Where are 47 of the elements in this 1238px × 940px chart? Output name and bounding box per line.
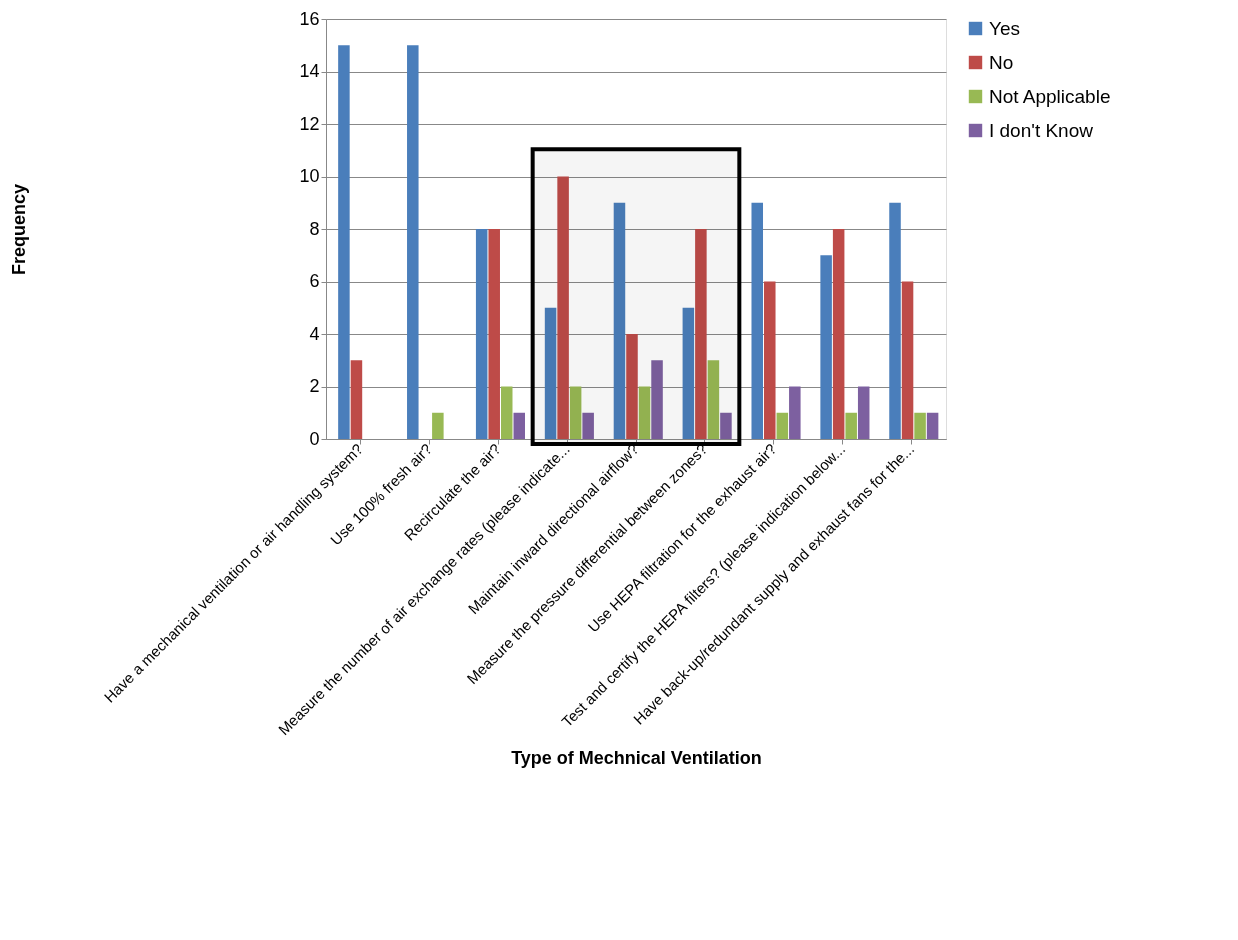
x-axis-title: Type of Mechnical Ventilation [511,747,762,768]
bar [432,412,444,439]
bar [651,360,663,439]
bar [845,412,857,439]
y-axis-title: Frequency [9,183,30,276]
bar [500,386,513,439]
bar [407,45,419,439]
y-tick-label: 12 [299,113,320,134]
y-tick-label: 2 [309,376,320,396]
bar [638,386,651,439]
bar [582,412,594,439]
bar [832,229,845,439]
y-tick-label: 6 [309,271,320,291]
bar [914,412,926,439]
y-tick-label: 16 [299,8,320,29]
bar [707,360,720,439]
legend-label: No [989,51,1014,73]
legend-label: Yes [989,17,1020,39]
bar [626,334,638,439]
bar [695,229,707,439]
bar [751,202,764,439]
bar [613,202,626,439]
bar [350,360,363,439]
legend-label: Not Applicable [989,85,1111,107]
bar [544,307,557,439]
bar [776,412,789,439]
y-tick-label: 8 [309,218,320,239]
bar [857,386,870,439]
y-tick-label: 10 [299,166,320,186]
y-tick-label: 14 [299,61,320,81]
bar [488,229,500,439]
bar [764,281,776,439]
bar [720,412,732,439]
bar [682,307,695,439]
bar [926,412,939,439]
legend-label: I don't Know [989,119,1094,141]
bar [820,255,832,439]
bar [901,281,914,439]
bar [338,45,350,439]
bar [569,386,582,439]
bar [889,202,901,439]
bar [513,412,526,439]
y-tick-label: 4 [309,323,320,344]
bar [557,176,569,439]
bar [475,229,488,439]
bar [789,386,801,439]
y-tick-label: 0 [309,428,320,449]
